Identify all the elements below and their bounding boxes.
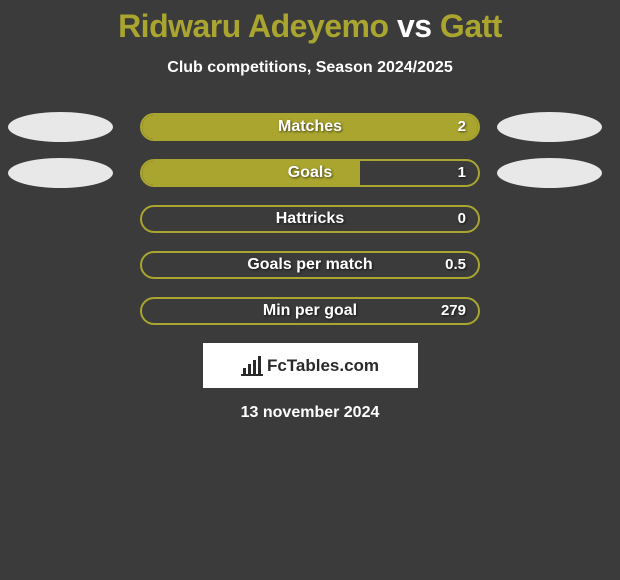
date-text: 13 november 2024 (0, 404, 620, 422)
stat-label: Matches (142, 115, 478, 139)
right-ellipse (497, 158, 602, 188)
stat-row: Hattricks0 (0, 205, 620, 233)
stat-bar: Min per goal279 (140, 297, 480, 325)
stat-value: 279 (441, 299, 466, 323)
right-ellipse (497, 112, 602, 142)
brand-box: FcTables.com (203, 343, 418, 388)
stat-label: Hattricks (142, 207, 478, 231)
stat-value: 2 (458, 115, 466, 139)
subtitle: Club competitions, Season 2024/2025 (0, 59, 620, 77)
stat-value: 1 (458, 161, 466, 185)
title-vs: vs (397, 8, 432, 44)
stat-row: Goals per match0.5 (0, 251, 620, 279)
stat-value: 0 (458, 207, 466, 231)
stat-label: Goals per match (142, 253, 478, 277)
stat-label: Goals (142, 161, 478, 185)
left-ellipse (8, 158, 113, 188)
stat-bar: Goals1 (140, 159, 480, 187)
title-player2: Gatt (440, 8, 502, 44)
stat-row: Matches2 (0, 113, 620, 141)
stat-row: Min per goal279 (0, 297, 620, 325)
stat-label: Min per goal (142, 299, 478, 323)
stats-container: Matches2Goals1Hattricks0Goals per match0… (0, 113, 620, 325)
bar-chart-icon (241, 356, 263, 376)
stat-bar: Hattricks0 (140, 205, 480, 233)
stat-value: 0.5 (445, 253, 466, 277)
page-title: Ridwaru Adeyemo vs Gatt (0, 0, 620, 45)
stat-bar: Matches2 (140, 113, 480, 141)
stat-bar: Goals per match0.5 (140, 251, 480, 279)
title-player1: Ridwaru Adeyemo (118, 8, 388, 44)
stat-row: Goals1 (0, 159, 620, 187)
brand-text: FcTables.com (267, 356, 379, 376)
left-ellipse (8, 112, 113, 142)
